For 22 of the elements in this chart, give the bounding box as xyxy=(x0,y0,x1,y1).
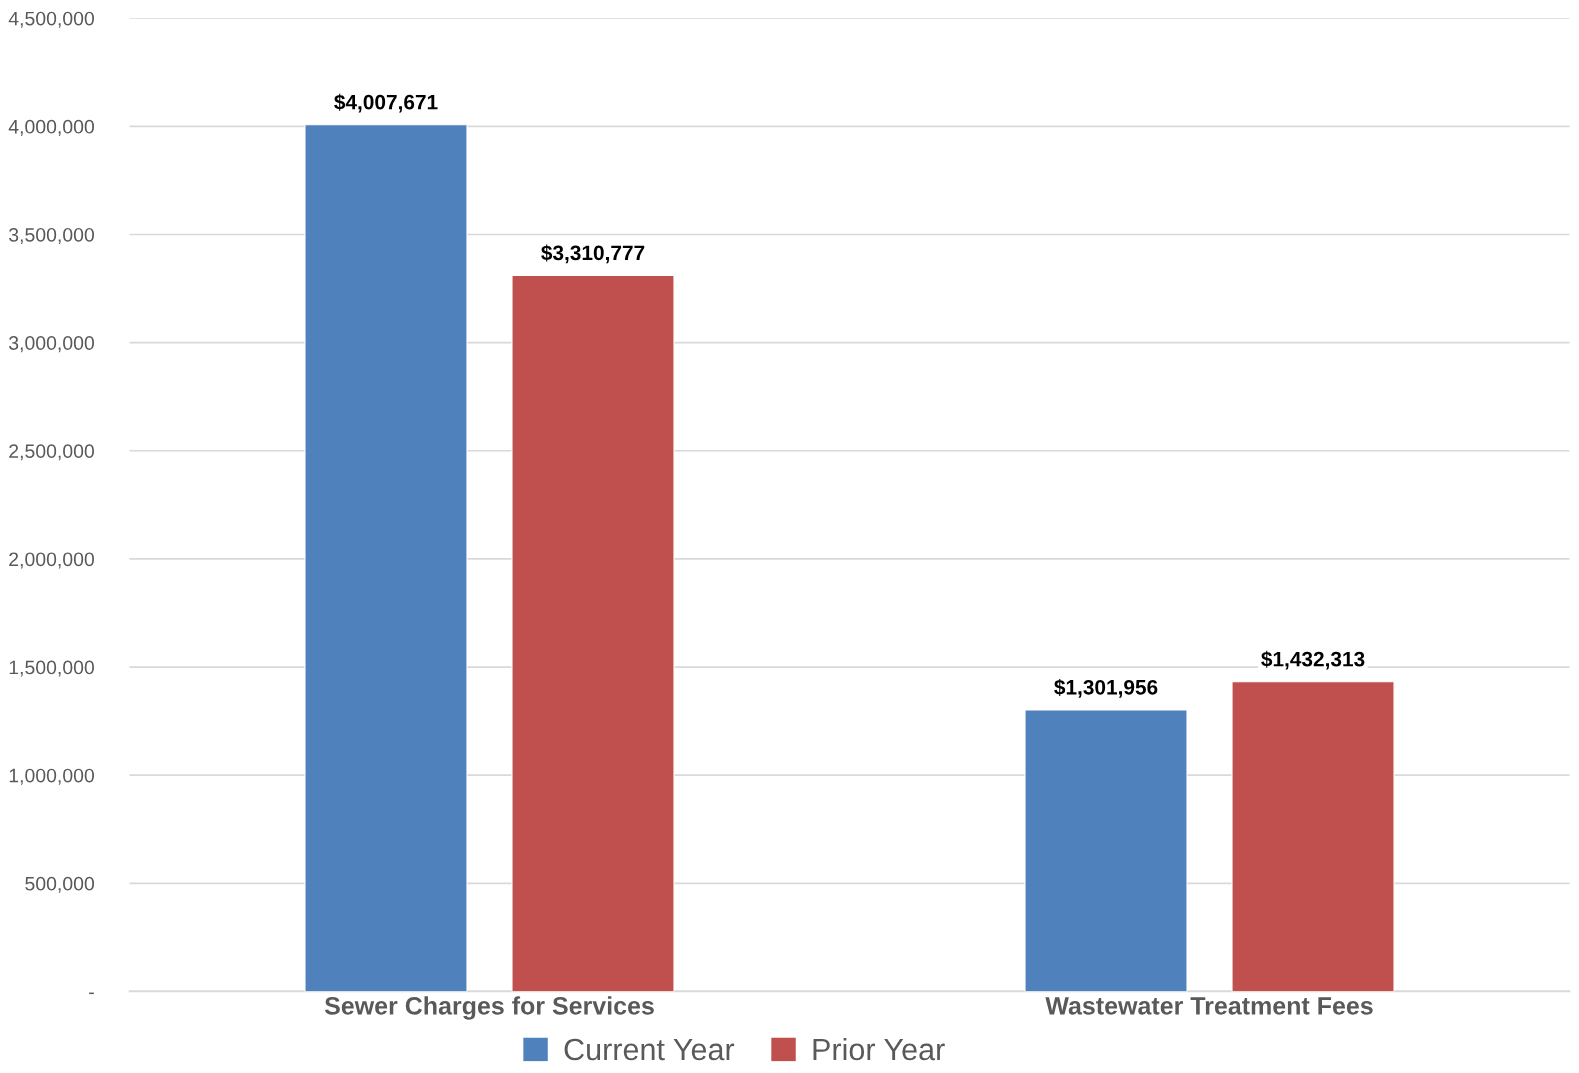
x-tick-label: Sewer Charges for Services xyxy=(324,996,654,1020)
data-label: $1,432,313 xyxy=(1261,650,1365,670)
legend-label: Current Year xyxy=(564,1038,735,1061)
bar xyxy=(1024,709,1188,992)
y-tick-label: 1,500,000 xyxy=(9,660,94,677)
bar xyxy=(304,124,468,992)
y-tick-label: 4,000,000 xyxy=(8,119,94,136)
y-tick-label: 1,000,000 xyxy=(9,768,94,785)
data-label: $3,310,777 xyxy=(541,244,645,264)
y-tick-label: 500,000 xyxy=(25,876,94,893)
y-tick-label: - xyxy=(89,992,94,995)
y-tick-label: 2,500,000 xyxy=(9,444,94,461)
y-tick-label: 4,500,000 xyxy=(8,11,94,28)
bar xyxy=(1231,681,1395,992)
x-tick-label: Wastewater Treatment Fees xyxy=(1045,997,1373,1015)
bar xyxy=(511,274,675,992)
data-label: $1,301,956 xyxy=(1054,678,1158,698)
y-tick-label: 3,500,000 xyxy=(9,227,94,245)
data-label: $4,007,671 xyxy=(334,93,438,113)
y-tick-label: 2,000,000 xyxy=(9,552,94,569)
y-tick-label: 3,000,000 xyxy=(9,336,94,353)
legend-label: Prior Year xyxy=(813,1037,945,1061)
